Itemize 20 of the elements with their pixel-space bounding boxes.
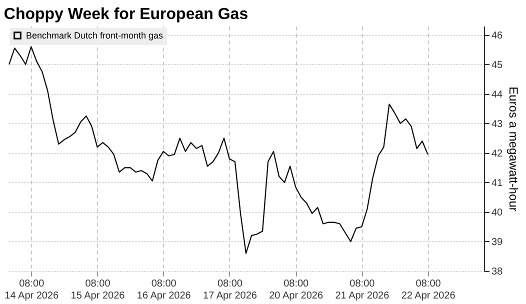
y2-tick-label: 42 <box>492 148 504 160</box>
x-tick-label: 08:00 15 Apr 2026 <box>70 278 126 302</box>
x-tick-label: 08:00 16 Apr 2026 <box>136 278 192 302</box>
x-tick-label: 08:00 22 Apr 2026 <box>401 278 456 302</box>
x-tick-label: 08:00 20 Apr 2026 <box>269 278 324 302</box>
y2-tick-label: 43 <box>492 118 504 130</box>
y2-tick-label: 46 <box>492 30 504 42</box>
y2-tick-label: 38 <box>492 266 504 278</box>
x-tick-label: 08:00 21 Apr 2026 <box>335 278 390 302</box>
chart-title: Choppy Week for European Gas <box>4 6 248 23</box>
x-tick-label: 08:00 17 Apr 2026 <box>203 278 258 302</box>
y2-tick-label: 41 <box>492 178 504 189</box>
line-series <box>8 46 428 254</box>
legend-label: Benchmark Dutch front-month gas <box>26 30 164 40</box>
y2-tick-label: 44 <box>492 89 504 100</box>
y2-axis-title: Euros a megawatt-hour <box>506 86 521 212</box>
x-tick-label: 08:00 14 Apr 2026 <box>4 278 60 302</box>
y2-tick-label: 39 <box>492 236 504 248</box>
y2-tick-label: 45 <box>492 60 504 71</box>
y2-tick-label: 40 <box>492 207 504 218</box>
